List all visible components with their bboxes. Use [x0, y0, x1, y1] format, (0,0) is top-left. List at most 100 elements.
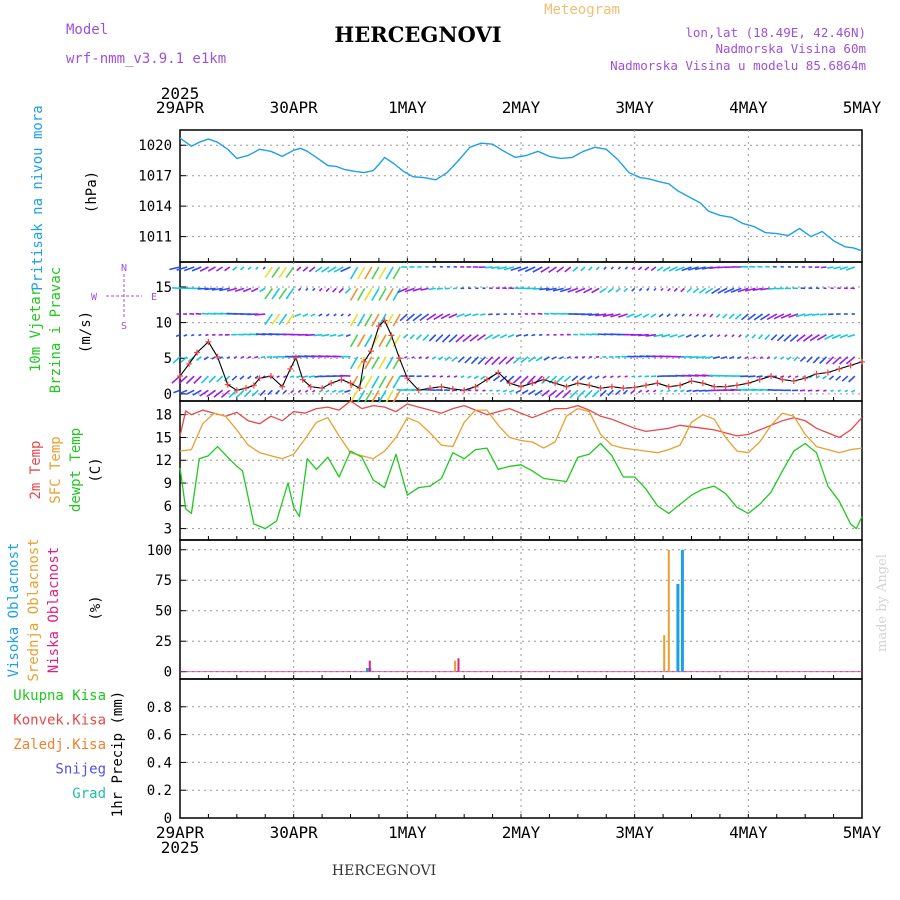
wind-vector — [545, 287, 557, 291]
wind-vector — [839, 333, 849, 339]
wind-vector — [426, 313, 437, 321]
wind-vector — [314, 266, 323, 273]
x-tick-label-bottom: 2MAY — [502, 823, 541, 842]
cloud-bar — [663, 635, 666, 672]
wind-vector — [392, 287, 401, 301]
pressure-line — [179, 137, 863, 252]
wind-vector — [686, 287, 693, 293]
wind-vector — [638, 287, 643, 292]
y-tick-label: 1020 — [138, 138, 172, 154]
wind-vector — [254, 313, 266, 316]
wind-vector — [271, 287, 281, 300]
wind-vector — [378, 389, 387, 403]
wind-vector — [617, 266, 622, 270]
wind-vector — [392, 375, 401, 389]
wind-vector — [419, 313, 430, 322]
wind-vector — [631, 375, 635, 378]
wind-vector — [837, 389, 841, 393]
wind-speed-marker — [574, 380, 581, 387]
wind-vector — [667, 287, 671, 292]
wind-vector — [310, 313, 316, 317]
wind-vector — [296, 266, 302, 272]
wind-vector — [451, 356, 458, 362]
wind-speed-marker — [177, 373, 183, 380]
wind-vector — [183, 266, 195, 272]
wind-vector — [349, 356, 359, 370]
wind-vector — [357, 334, 366, 348]
cloud-low-label: Niska Oblacnost — [46, 547, 62, 673]
wind-vector — [259, 389, 266, 397]
wind-vector — [345, 333, 351, 338]
wind-vector — [811, 313, 820, 316]
wind-vector — [554, 389, 565, 399]
wind-vector — [685, 333, 692, 338]
wind-vector — [760, 287, 770, 291]
y-tick-label: 0 — [164, 387, 172, 403]
panel-frame — [179, 678, 863, 819]
wind-vector — [543, 356, 550, 361]
wind-speed-marker — [643, 382, 650, 389]
wind-vector — [294, 313, 302, 318]
wind-vector — [512, 356, 522, 364]
cloud-high-label: Visoka Oblacnost — [6, 543, 22, 678]
wind-speed-marker — [287, 365, 294, 372]
precip-legend-item: Konvek.Kisa — [13, 713, 106, 729]
wind-vector — [773, 356, 778, 360]
year-top: 2025 — [161, 84, 200, 103]
wind-vector — [609, 375, 614, 379]
wind-vector — [247, 266, 252, 271]
wind-vector — [197, 287, 209, 290]
wind-vector — [806, 356, 813, 363]
wind-vector — [519, 375, 529, 385]
wind-vector — [285, 266, 295, 279]
wind-speed-marker — [250, 382, 257, 389]
wind-speed-marker — [307, 383, 314, 390]
wind-vector — [378, 287, 387, 301]
wind-vector — [492, 334, 501, 340]
wind-vector — [349, 389, 359, 403]
wind-vector — [344, 287, 352, 294]
compass-s-label: S — [121, 321, 127, 332]
wind-vector — [201, 312, 209, 315]
wind-vector — [302, 375, 309, 379]
wind-speed-marker — [631, 384, 638, 391]
wind-vector — [756, 375, 763, 378]
wind-vector — [803, 313, 813, 317]
wind-vector — [195, 356, 202, 362]
wind-vector — [321, 266, 330, 273]
wind-vector — [337, 333, 344, 337]
wind-vector — [278, 266, 288, 279]
watermark: made by Angel — [875, 554, 890, 652]
wind-vector — [815, 375, 820, 379]
meteogram-label: Meteogram — [544, 2, 620, 18]
wind-vector — [680, 287, 685, 293]
wind-vector — [198, 333, 202, 337]
wind-vector — [729, 356, 735, 360]
wind-vector — [767, 388, 777, 392]
wind-vector — [799, 356, 806, 362]
wind-vector — [575, 287, 586, 294]
wind-vector — [614, 389, 621, 396]
wind-vector — [591, 389, 600, 398]
x-tick-label-bottom: 5MAY — [843, 823, 882, 842]
wind-vector — [497, 266, 507, 270]
wind-vector — [524, 266, 536, 273]
wind-vector — [531, 333, 536, 337]
wind-vector — [835, 375, 842, 381]
wind-speed-marker — [518, 383, 524, 390]
wind-vector — [631, 287, 636, 292]
wind-vector — [333, 266, 344, 273]
wind-vector — [666, 313, 671, 318]
wind-vector — [532, 266, 543, 273]
panel-frame — [179, 539, 863, 680]
wind-vector — [711, 287, 721, 295]
wind-speed-marker — [745, 380, 752, 387]
wind-vector — [290, 389, 295, 394]
wind-vector — [642, 313, 650, 319]
wind-vector — [428, 334, 437, 342]
wind-vector — [602, 375, 607, 379]
wind-vector — [223, 375, 231, 382]
wind-speed-marker — [267, 373, 274, 380]
wind-vector — [364, 334, 373, 348]
